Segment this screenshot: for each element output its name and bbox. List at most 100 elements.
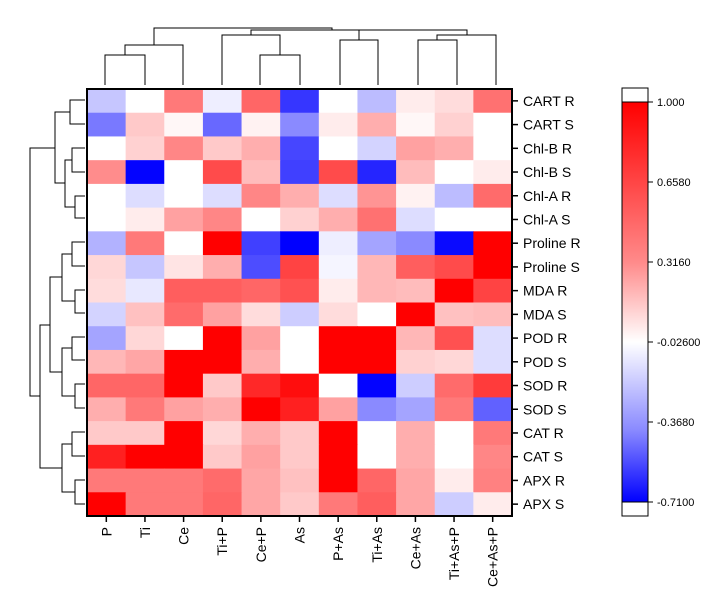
heatmap-cell [125,421,165,446]
heatmap-cell [125,278,165,304]
heatmap-cell [87,136,127,161]
heatmap-cell [357,421,397,446]
heatmap-cell [473,112,513,138]
heatmap-cell [434,231,474,256]
heatmap-cell [396,302,436,327]
heatmap-cells [87,89,513,517]
row-label: Chl-B R [523,140,572,156]
heatmap-cell [241,444,281,470]
heatmap-cell [241,302,281,327]
row-label: CART S [523,117,574,133]
heatmap-cell [396,326,436,351]
heatmap-cell [357,183,397,209]
heatmap-cell [434,373,474,398]
heatmap-cell [318,468,359,493]
heatmap-cell [280,207,320,232]
colorbar-gradient [621,101,649,503]
heatmap-cell [318,255,359,280]
heatmap-cell [241,278,281,304]
heatmap-cell [164,160,204,185]
heatmap-cell [125,302,165,327]
heatmap-cell [125,160,165,185]
heatmap-cell [318,278,359,304]
row-label: MDA S [523,306,567,322]
heatmap-cell [87,278,127,304]
heatmap-cell [125,89,165,114]
heatmap-cell [280,373,320,398]
heatmap-cell [473,160,513,185]
heatmap-cell [357,278,397,304]
heatmap-cell [434,444,474,470]
heatmap-cell [280,89,320,114]
heatmap-cell [125,112,165,138]
col-label: Ti [137,527,153,538]
heatmap-cell [241,492,281,517]
heatmap-cell [202,136,243,161]
heatmap-cell [357,373,397,398]
heatmap-cell [202,468,243,493]
heatmap-cell [357,207,397,232]
col-label: Ce [176,527,192,545]
heatmap-cell [202,421,243,446]
heatmap-cell [241,207,281,232]
row-label: Chl-A R [523,188,571,204]
heatmap-cell [318,89,359,114]
colorbar-tick-label: 0.6580 [657,177,691,189]
heatmap-cell [473,136,513,161]
heatmap-cell [125,183,165,209]
heatmap-cell [473,397,513,422]
heatmap-cell [280,255,320,280]
col-label: Ce+P [253,527,269,562]
heatmap-cell [434,421,474,446]
heatmap-cell [241,468,281,493]
col-label: Ce+As [407,527,423,569]
heatmap-cell [318,421,359,446]
heatmap-cell [164,349,204,375]
colorbar-tick-label: -0.3680 [657,417,694,429]
heatmap-cell [125,444,165,470]
heatmap-cell [164,421,204,446]
heatmap-cell [434,112,474,138]
heatmap-cell [125,231,165,256]
heatmap-cell [434,89,474,114]
heatmap-cell [434,207,474,232]
heatmap-cell [434,326,474,351]
heatmap-cell [473,231,513,256]
heatmap-cell [434,160,474,185]
heatmap-cell [164,326,204,351]
heatmap-cell [473,89,513,114]
heatmap-cell [164,373,204,398]
heatmap-cell [87,492,127,517]
heatmap-cell [473,373,513,398]
heatmap-cell [318,112,359,138]
heatmap-cell [280,444,320,470]
heatmap-cell [202,326,243,351]
heatmap-cell [357,492,397,517]
colorbar-max-swatch [621,87,649,103]
colorbar-tick-label: 1.000 [657,97,685,109]
heatmap-cell [202,349,243,375]
heatmap-cell [241,112,281,138]
heatmap-cell [280,302,320,327]
heatmap-cell [164,89,204,114]
heatmap-cell [87,326,127,351]
heatmap-cell [357,397,397,422]
heatmap-cell [241,373,281,398]
heatmap-cell [357,468,397,493]
heatmap-cell [164,207,204,232]
heatmap-cell [280,112,320,138]
heatmap-cell [396,136,436,161]
heatmap-cell [396,160,436,185]
heatmap-cell [318,302,359,327]
heatmap-cell [396,183,436,209]
heatmap-cell [87,112,127,138]
heatmap-cell [280,492,320,517]
heatmap-cell [241,160,281,185]
heatmap-cell [396,207,436,232]
heatmap-cell [434,136,474,161]
heatmap-cell [164,468,204,493]
heatmap-cell [280,183,320,209]
heatmap-cell [87,444,127,470]
heatmap-cell [164,231,204,256]
row-label: POD R [523,330,567,346]
